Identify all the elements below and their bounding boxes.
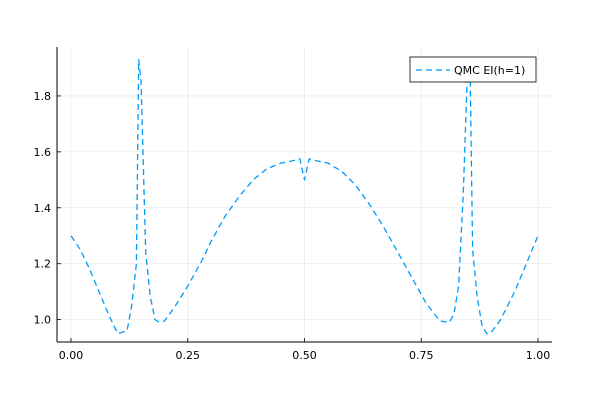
legend: QMC EI(h=1)	[409, 56, 537, 83]
y-tick-label: 1.4	[34, 202, 52, 215]
x-tick-label: 0.50	[292, 349, 317, 362]
x-tick-label: 0.75	[409, 349, 434, 362]
y-tick-label: 1.0	[34, 314, 52, 327]
grid	[57, 47, 552, 342]
y-tick-label: 1.8	[34, 90, 52, 103]
series-layer	[70, 56, 539, 335]
y-tick-label: 1.2	[34, 258, 52, 271]
y-tick-label: 1.6	[34, 146, 52, 159]
x-tick-label: 0.25	[176, 349, 201, 362]
x-tick-label: 1.00	[526, 349, 551, 362]
series-line	[70, 56, 539, 335]
ticks: 0.00 0.25 0.50 0.75 1.00 1.0 1.2 1.4 1.6 1.8	[34, 90, 551, 362]
legend-label: QMC EI(h=1)	[454, 64, 525, 77]
x-tick-label: 0.00	[59, 349, 84, 362]
legend-box	[409, 56, 537, 83]
